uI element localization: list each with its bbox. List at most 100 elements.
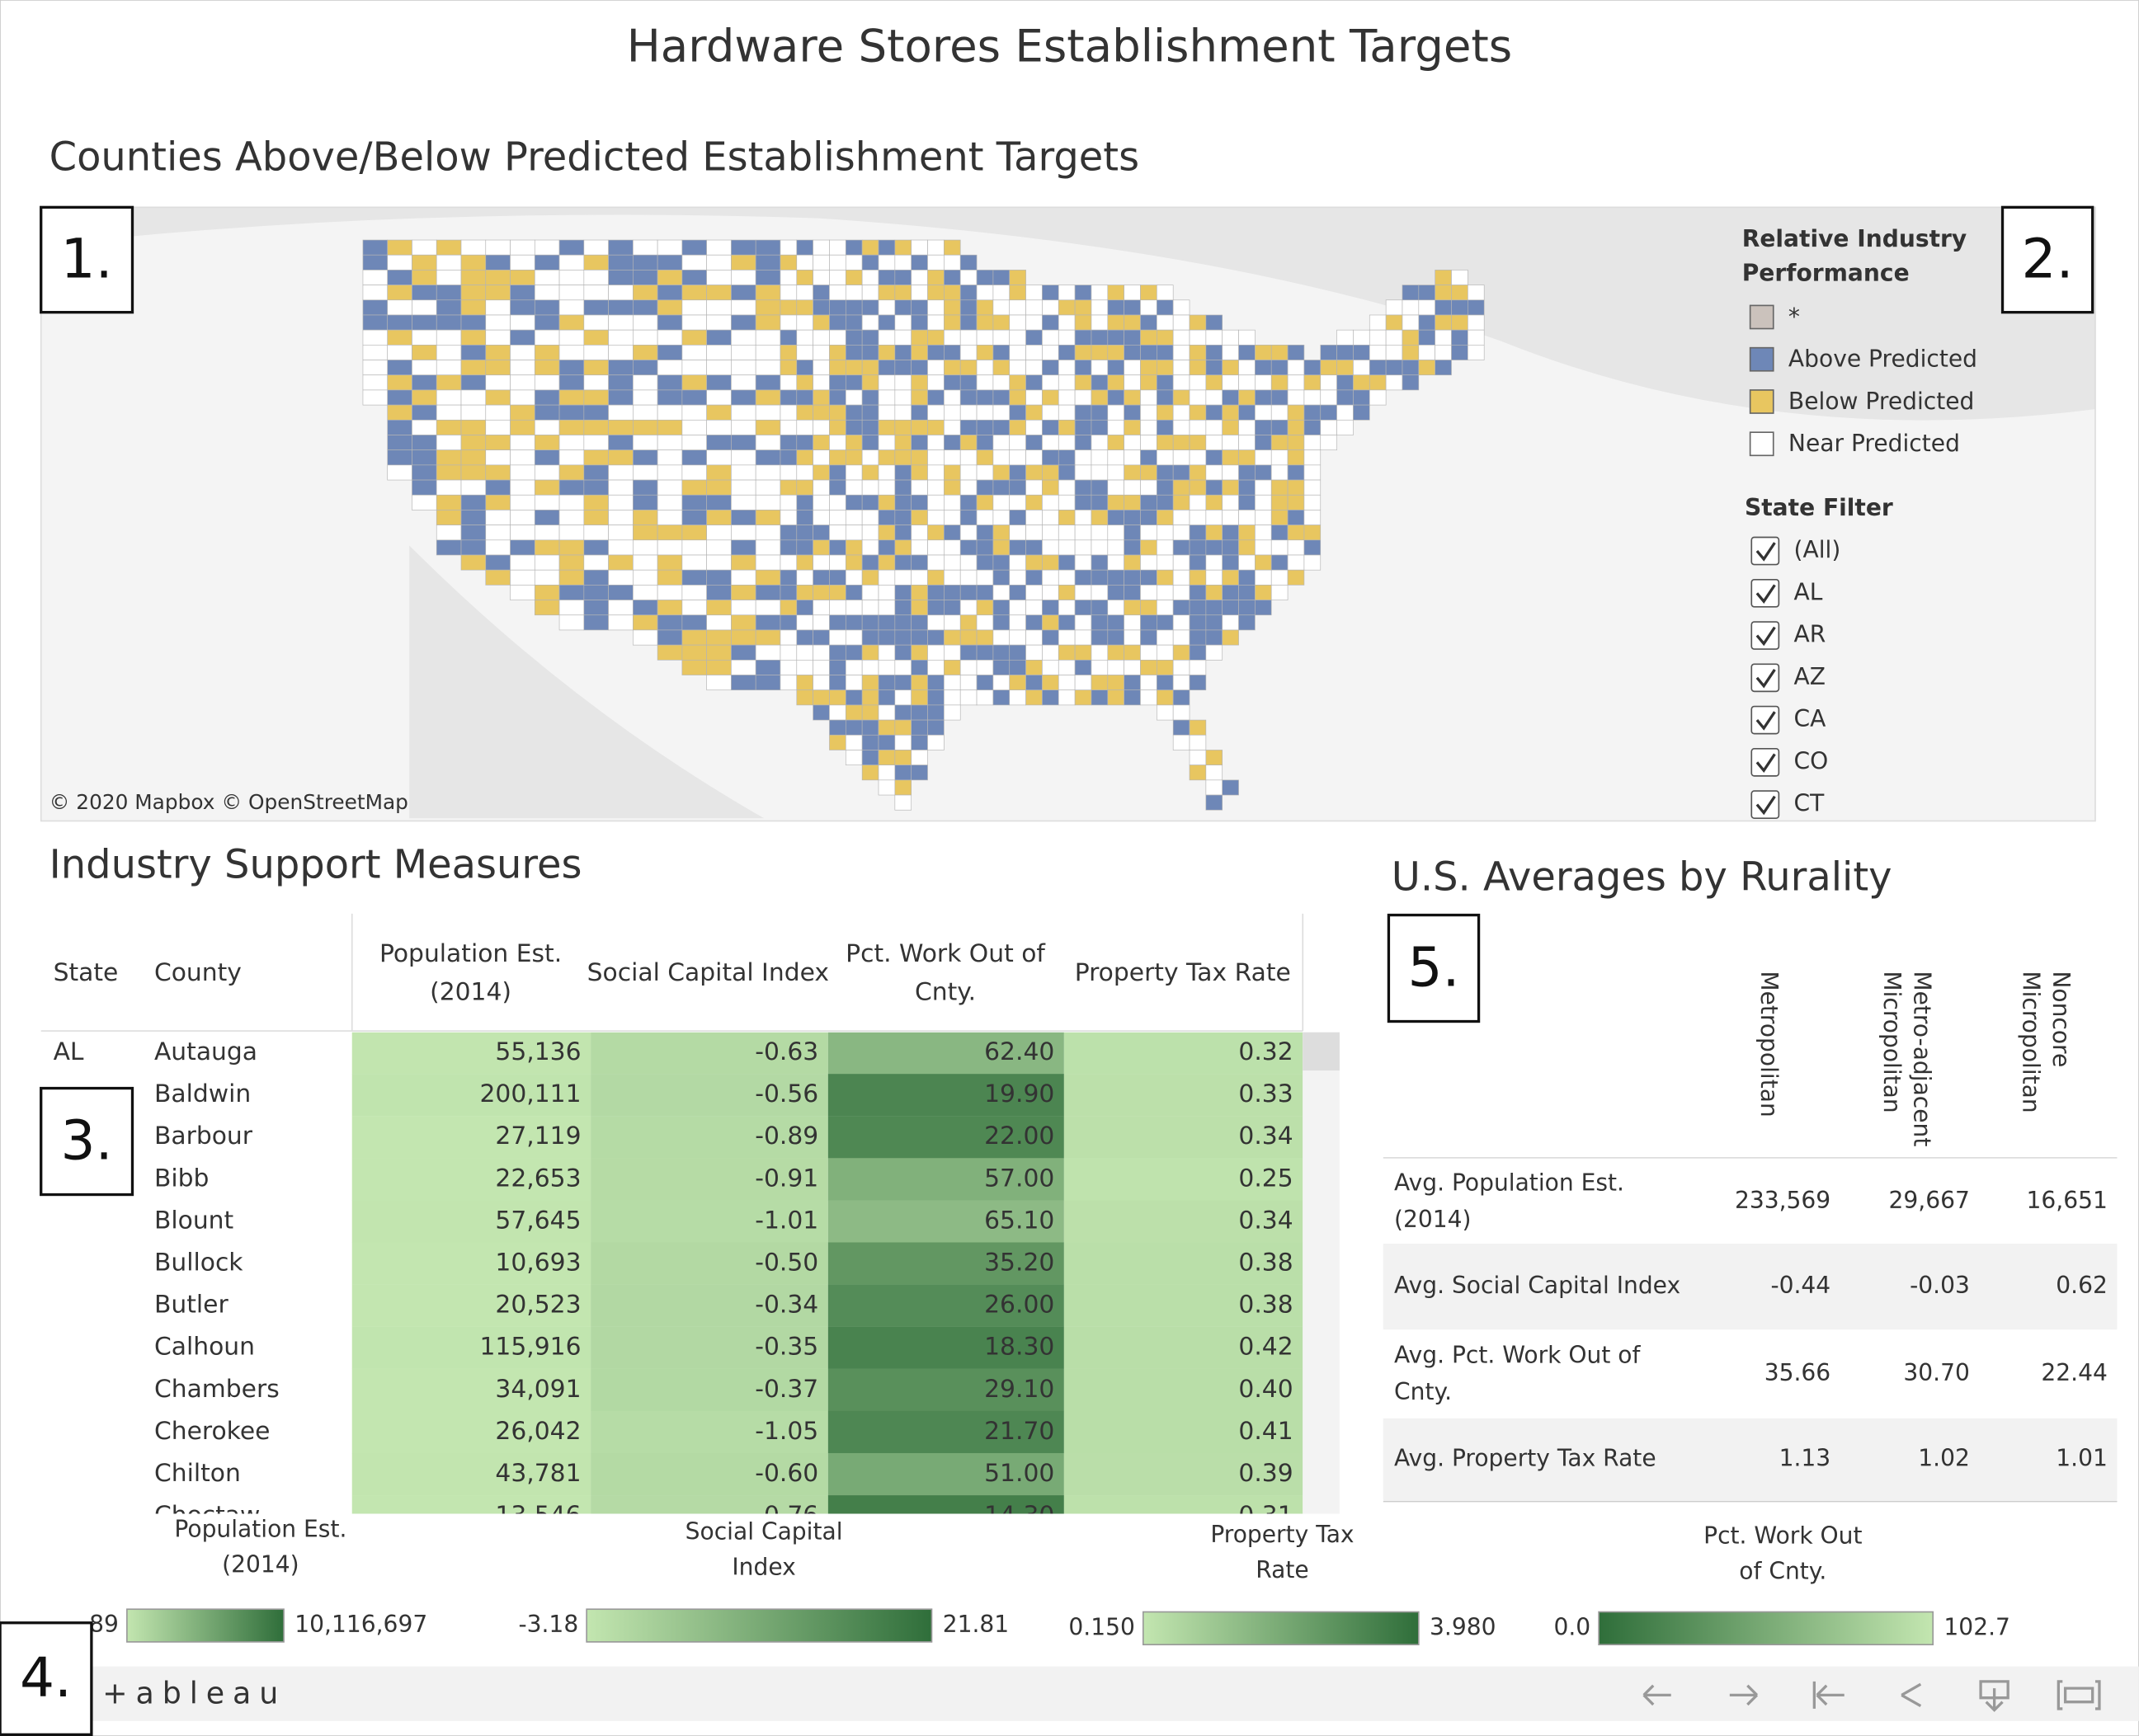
column-header[interactable]: Social Capital Index [587,958,829,987]
county [706,600,732,616]
county [780,404,798,421]
filter-label[interactable]: CT [1794,790,1826,817]
county [436,510,462,525]
undo-button[interactable] [1642,1684,1671,1706]
legend-label[interactable]: Near Predicted [1788,430,1960,457]
checkmark[interactable] [1755,753,1776,774]
county-name: Bibb [154,1164,209,1193]
checkbox[interactable] [1750,578,1780,608]
county [944,659,961,675]
scroll-thumb[interactable] [1303,1032,1340,1071]
dashboard-title: Hardware Stores Establishment Targets [627,20,1512,73]
legend-label[interactable]: Below Predicted [1788,388,1974,415]
county [829,494,846,510]
county [510,435,535,451]
checkmark[interactable] [1755,542,1776,562]
county [1058,419,1076,435]
legend-swatch[interactable] [1749,431,1774,457]
county [911,554,928,571]
cell-value: 200,111 [479,1080,581,1108]
column-header[interactable]: (2014) [430,977,511,1006]
legend-label[interactable]: Above Predicted [1788,346,1977,373]
county [861,419,879,435]
county [845,585,863,600]
checkbox[interactable] [1750,663,1780,693]
column-header[interactable]: Population Est. [379,939,562,968]
county [706,299,732,316]
county [992,329,1011,346]
download-button[interactable] [1979,1680,2009,1712]
filter-label[interactable]: AZ [1794,663,1826,690]
county [1107,659,1124,675]
county [1205,569,1223,586]
county [460,404,487,421]
county [927,464,945,481]
checkbox[interactable] [1750,536,1780,566]
fullscreen-button[interactable] [2057,1680,2101,1710]
county [755,494,781,510]
scrollbar[interactable] [1303,1032,1340,1514]
column-header[interactable]: Cnty. [915,977,976,1006]
county [992,644,1011,661]
checkmark[interactable] [1755,795,1776,816]
share-button[interactable] [1901,1682,1922,1708]
county [1369,345,1387,360]
column-header[interactable]: State [54,958,119,987]
county [1107,419,1124,435]
county [633,554,658,571]
county [1009,510,1026,525]
checkbox[interactable] [1750,705,1780,735]
county [657,479,683,496]
checkmark[interactable] [1755,711,1776,731]
county [1172,360,1190,376]
county [845,494,863,510]
revert-button[interactable] [1812,1681,1845,1709]
legend-swatch[interactable] [1749,346,1774,372]
county [608,435,634,451]
county [1156,585,1174,600]
county [1303,464,1322,481]
county [813,614,830,631]
county [510,464,535,481]
checkbox[interactable] [1750,790,1780,819]
filter-label[interactable]: AR [1794,621,1826,648]
county [1124,389,1141,406]
county [1107,510,1124,525]
cell-value: 14.30 [984,1501,1054,1530]
column-header[interactable]: Property Tax Rate [1075,958,1291,987]
row-band [1383,1244,2118,1330]
county [1270,554,1289,571]
checkmark[interactable] [1755,668,1776,689]
county [362,329,389,346]
filter-label[interactable]: (All) [1794,536,1841,563]
column-header[interactable]: Pct. Work Out of [846,939,1046,968]
filter-label[interactable]: AL [1794,578,1823,605]
legend-label[interactable]: * [1788,303,1800,330]
checkmark[interactable] [1755,584,1776,604]
county [1468,329,1485,346]
filter-label[interactable]: CO [1794,747,1829,774]
checkbox[interactable] [1750,621,1780,650]
legend-swatch[interactable] [1749,304,1774,330]
county [944,510,961,525]
county [1156,569,1174,586]
county [813,419,830,435]
county [1091,585,1109,600]
county [412,479,437,496]
heat-cell [827,1200,1064,1243]
county [1238,404,1256,421]
county [1156,389,1174,406]
county [1255,464,1272,481]
legend-swatch[interactable] [1749,389,1774,414]
county [1238,389,1256,406]
column-header[interactable]: County [154,958,242,987]
checkmark[interactable] [1755,626,1776,647]
filter-label[interactable]: CA [1794,705,1826,732]
county [1140,464,1157,481]
checkbox[interactable] [1750,747,1780,777]
county [927,494,945,510]
redo-button[interactable] [1729,1684,1759,1706]
county [944,704,961,721]
county [878,779,896,796]
county [387,299,412,316]
